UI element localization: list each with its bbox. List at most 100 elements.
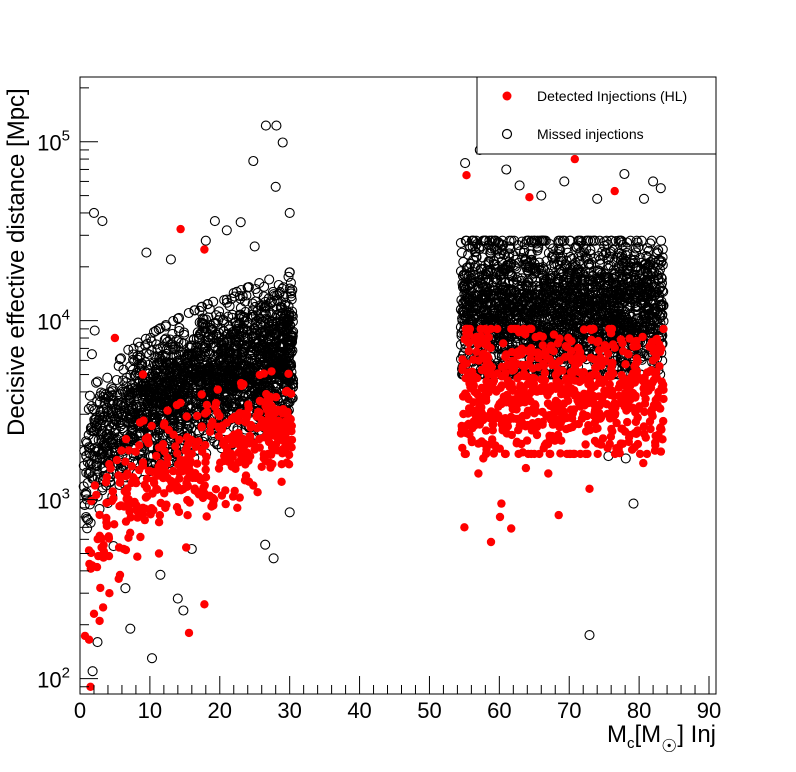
- missed-injection-point: [284, 207, 295, 218]
- missed-injection-point: [248, 155, 259, 167]
- missed-injection-point: [500, 311, 511, 322]
- missed-injection-point: [214, 355, 225, 366]
- missed-injection-point: [513, 284, 525, 295]
- missed-injection-point: [83, 403, 94, 414]
- detected-injection-point: [230, 486, 239, 496]
- missed-injection-point: [551, 310, 562, 321]
- detected-injection-point: [287, 435, 297, 445]
- missed-injection-point: [221, 225, 232, 236]
- missed-injection-point: [520, 291, 531, 303]
- detected-injection-point: [214, 432, 224, 441]
- missed-injection-point: [459, 269, 470, 280]
- missed-injection-point: [582, 296, 594, 307]
- missed-injection-point: [653, 273, 664, 285]
- detected-injection-point: [200, 481, 209, 490]
- missed-injection-point: [571, 277, 582, 288]
- detected-injection-point: [221, 499, 230, 509]
- missed-injection-point: [485, 245, 496, 256]
- detected-injection-point: [198, 493, 208, 503]
- missed-injection-point: [209, 216, 220, 227]
- missed-injection-point: [113, 418, 124, 429]
- missed-injection-point: [645, 327, 656, 338]
- missed-injection-point: [91, 460, 102, 471]
- detected-injection-point: [202, 400, 212, 410]
- missed-injection-point: [621, 312, 632, 323]
- missed-injection-point: [78, 460, 89, 471]
- missed-injection-point: [653, 302, 664, 313]
- missed-injection-point: [542, 313, 553, 324]
- missed-injection-point: [102, 372, 113, 383]
- missed-injection-point: [617, 285, 629, 297]
- missed-injection-point: [277, 137, 288, 148]
- missed-injection-point: [620, 453, 631, 464]
- missed-injection-point: [606, 235, 617, 246]
- missed-injection-point: [272, 290, 283, 301]
- missed-injection-point: [178, 605, 189, 616]
- missed-injection-point: [604, 299, 615, 311]
- detected-injection-point: [139, 416, 148, 425]
- missed-injection-point: [249, 323, 260, 334]
- missed-injection-point: [173, 312, 185, 323]
- detected-injection-point: [472, 347, 481, 356]
- detected-injection-point: [154, 469, 163, 478]
- missed-injection-point: [146, 653, 158, 664]
- missed-injection-point: [226, 329, 237, 340]
- missed-injection-point: [539, 304, 550, 315]
- missed-injection-point: [570, 257, 581, 268]
- detected-injection-point: [95, 510, 104, 520]
- missed-injection-point: [185, 374, 196, 385]
- missed-injection-point: [107, 386, 118, 397]
- missed-injection-point: [273, 279, 284, 291]
- missed-injection-point: [120, 583, 131, 594]
- missed-injection-point: [250, 316, 261, 327]
- missed-injection-point: [257, 342, 268, 353]
- missed-injection-point: [580, 302, 591, 313]
- detected-injection-point: [131, 447, 140, 456]
- missed-injection-point: [125, 414, 136, 425]
- missed-injection-point: [187, 348, 198, 359]
- missed-injection-point: [160, 388, 172, 399]
- missed-injection-point: [632, 292, 643, 303]
- detected-injection-point: [104, 532, 113, 541]
- missed-injection-point: [642, 252, 653, 263]
- detected-injection-point: [183, 511, 192, 520]
- missed-injection-point: [237, 347, 248, 358]
- missed-injection-point: [605, 246, 616, 257]
- missed-injection-point: [553, 299, 564, 310]
- detected-injection-point: [281, 444, 291, 453]
- detected-injection-point: [160, 489, 169, 498]
- missed-injection-point: [494, 303, 506, 314]
- missed-injection-point: [288, 326, 299, 337]
- missed-injection-point: [500, 284, 511, 295]
- missed-injection-point: [654, 254, 665, 265]
- missed-injection-point: [188, 363, 199, 375]
- missed-injection-point: [505, 309, 516, 321]
- missed-injection-point: [608, 244, 619, 256]
- missed-injection-point: [266, 316, 278, 327]
- missed-injection-point: [640, 310, 651, 321]
- detected-injection-point: [287, 389, 296, 398]
- missed-injection-point: [521, 235, 532, 246]
- missed-injection-point: [91, 377, 102, 388]
- detected-injection-point: [556, 449, 565, 458]
- detected-injection-point: [208, 417, 217, 426]
- detected-injection-point: [283, 407, 292, 417]
- missed-injection-point: [97, 485, 108, 496]
- missed-injection-point: [519, 308, 530, 319]
- missed-injection-point: [84, 468, 95, 479]
- missed-injection-point: [268, 553, 279, 564]
- missed-injection-point: [518, 297, 529, 308]
- missed-injection-point: [467, 278, 478, 289]
- detected-injection-point: [173, 486, 182, 495]
- missed-injection-point: [584, 262, 595, 273]
- missed-injection-point: [271, 351, 282, 363]
- missed-injection-point: [541, 280, 552, 291]
- missed-injection-point: [121, 377, 132, 388]
- missed-injection-point: [81, 513, 93, 524]
- missed-injection-point: [573, 301, 584, 312]
- missed-injection-point: [90, 420, 102, 432]
- detected-injection-point: [280, 437, 290, 446]
- missed-injection-point: [527, 273, 538, 284]
- missed-injection-point: [459, 288, 470, 299]
- missed-injection-point: [613, 235, 624, 246]
